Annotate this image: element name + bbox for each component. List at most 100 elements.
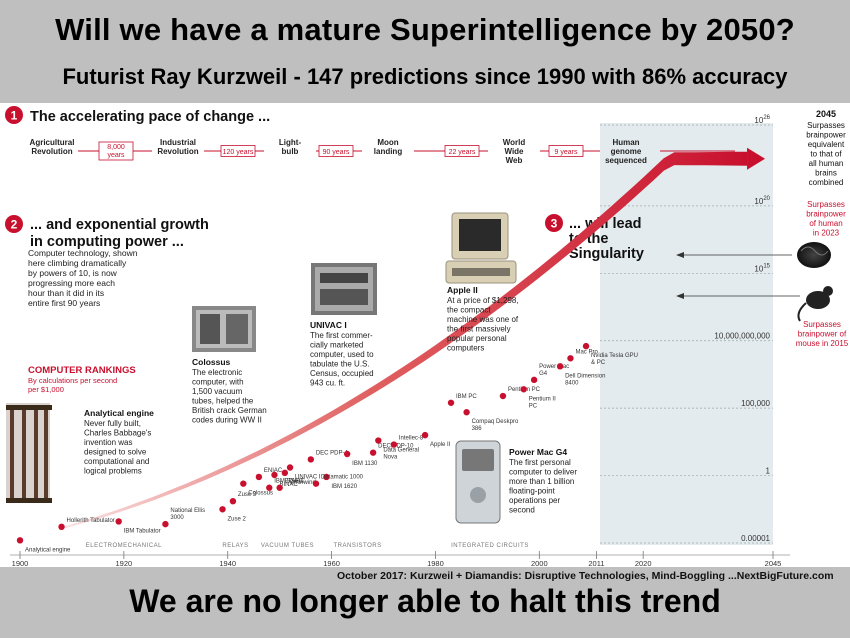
point-label: Mac Pro (575, 349, 598, 355)
infographic-panel: 1026 1020 1015 10,000,000,000 100,000 1 0.0000… (0, 103, 850, 568)
point-label: Pentium II PC (529, 396, 556, 409)
gap-label: 90 years (323, 149, 350, 156)
callout-line: The first commer- (310, 331, 373, 340)
point-marker (219, 506, 226, 513)
y-tick-base: 10 (754, 197, 763, 206)
milestone-label: Industrial (160, 138, 196, 147)
brain-icon (797, 242, 831, 268)
callout-line: codes during WW II (192, 416, 262, 425)
point-marker (390, 441, 398, 448)
x-tick-label: 1960 (323, 559, 340, 567)
section-1-number: 1 (11, 109, 18, 123)
section-2-number: 2 (11, 218, 18, 232)
callout-line: tabulate the U.S. (310, 360, 370, 369)
point-marker (375, 437, 382, 444)
callout-line: computer, used to (310, 350, 374, 359)
callout-title: UNIVAC I (310, 320, 347, 330)
gap-label: years (107, 152, 125, 159)
callout-line: The electronic (192, 368, 242, 377)
point-label: IBM Tabulator (124, 528, 161, 534)
point-marker (115, 518, 122, 525)
point-marker (447, 399, 455, 406)
note-2045-line: Surpasses (807, 121, 845, 130)
point-label: Apple II (430, 442, 451, 448)
point-label: Nvidia Tesla GPU & PC (591, 353, 638, 366)
x-tick-label: 2011 (588, 559, 604, 567)
rankings-title: COMPUTER RANKINGS (28, 365, 136, 376)
data-points: Analytical engine Hollerith Tabulator IBM … (16, 342, 638, 553)
milestone-label: Light- (279, 138, 302, 147)
timeline-gap: 90 years (316, 145, 362, 157)
note-2045-line: brains (815, 169, 837, 178)
x-tick-label: 1920 (116, 559, 133, 567)
callout-line: computer, with (192, 378, 244, 387)
point-marker (530, 376, 538, 384)
point-marker (16, 537, 24, 544)
note-mouse-line: Surpasses (803, 320, 841, 329)
callout-line: tubes, helped the (192, 397, 254, 406)
note-2045-line: to that of (810, 150, 842, 159)
callout-line: computers (447, 344, 484, 353)
computer-rankings: COMPUTER RANKINGS By calculations per se… (28, 365, 136, 394)
y-tick-label: 1 (766, 467, 771, 476)
section-2-desc-line: hour than it did in its (28, 288, 104, 298)
callout-line: 943 cu. ft. (310, 379, 345, 388)
note-human-line: brainpower (806, 210, 846, 219)
point-marker (323, 473, 330, 481)
milestone-label: Wide (504, 147, 524, 156)
section-2-title-line1: ... and exponential growth (30, 217, 209, 233)
note-mouse-line: brainpower of (798, 330, 847, 339)
y-tick-label: 10,000,000,000 (714, 332, 770, 341)
analytical-engine-image (6, 403, 52, 503)
milestone-label: bulb (282, 147, 299, 156)
page-title: Will we have a mature Superintelligence … (55, 12, 795, 47)
section-3-badge (545, 214, 563, 232)
callout-line: Never fully built, (84, 419, 141, 428)
callout-line: the compact (447, 306, 491, 315)
callout-line: At a price of $1,298, (447, 296, 519, 305)
note-2045-line: equivalent (808, 140, 845, 149)
section-2: 2 ... and exponential growth in computin… (5, 215, 209, 308)
gap-box (548, 145, 584, 157)
note-human-line: in 2023 (813, 229, 840, 238)
point-marker (286, 464, 294, 471)
point-label: IBM 1130 (352, 461, 378, 467)
y-tick-label: 1026 (754, 115, 770, 125)
rankings-sub1: By calculations per second (28, 376, 117, 385)
point-label: ENIAC (264, 468, 283, 474)
section-2-badge (5, 215, 23, 233)
mouse-pointer-head (676, 293, 684, 299)
point-marker (162, 520, 169, 528)
point-marker (229, 498, 237, 505)
gap-label: 22 years (449, 149, 476, 156)
point-marker (369, 449, 377, 456)
power-mac-image (455, 440, 501, 524)
x-tick-label: 2020 (635, 559, 652, 567)
point-marker (499, 392, 507, 400)
point-label: Datamatic 1000 (321, 475, 364, 481)
point-marker (421, 431, 429, 439)
milestone-label: genome (611, 147, 642, 156)
callout-line: British crack German (192, 406, 267, 415)
callout-title: Analytical engine (84, 408, 154, 418)
callout-line: second (509, 506, 535, 515)
human-pointer-head (676, 252, 684, 258)
callout-line: popular personal (447, 334, 507, 343)
y-tick-exponent: 26 (763, 115, 770, 121)
note-human-line: of human (809, 219, 842, 228)
mouse-icon (797, 286, 833, 322)
point-label: National Ellis 3000 (170, 508, 205, 521)
point-label: IBM 1620 (331, 484, 357, 490)
point-label: Intellec-8 (399, 436, 424, 442)
x-tick-label: 1980 (427, 559, 444, 567)
callout-line: computational and (84, 457, 149, 466)
point-label: Hollerith Tabulator (67, 518, 115, 524)
section-2-desc-line: Computer technology, shown (28, 248, 138, 258)
milestone-label: Web (506, 156, 523, 165)
